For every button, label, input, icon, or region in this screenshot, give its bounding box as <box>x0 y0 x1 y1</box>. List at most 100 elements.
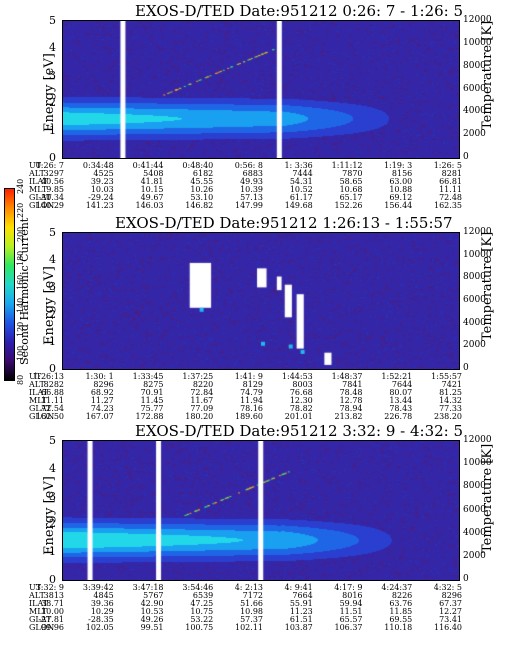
row-label: MLT <box>29 607 48 616</box>
row-label: ILAT <box>29 599 49 608</box>
row-label: MLT <box>29 396 48 405</box>
spectrogram-image <box>63 441 459 580</box>
y-tick-label: 4 <box>49 461 56 475</box>
row-label: GLAT <box>29 615 52 624</box>
table-cell: 51.66 <box>240 599 263 608</box>
table-cell: 10.52 <box>289 185 313 194</box>
y2-tick-label: 10000 <box>463 249 492 260</box>
table-cell: 39.23 <box>90 177 114 186</box>
table-cell: 146.82 <box>185 201 214 210</box>
table-cell: 58.65 <box>339 177 363 186</box>
spectrogram-image <box>63 21 459 158</box>
chart-title: EXOS-D/TED Date:951212 1:26:13 - 1:55:57 <box>115 214 453 232</box>
y-tick-label: 5 <box>49 14 56 27</box>
table-cell: 0:48:40 <box>182 161 214 170</box>
table-cell: 102.11 <box>235 623 263 632</box>
y-tick-label: 4 <box>49 41 56 55</box>
table-cell: 39.36 <box>90 599 114 608</box>
colorbar-tick: 160 <box>16 274 25 290</box>
y2-tick-label: 2000 <box>463 129 486 140</box>
row-label: UT <box>29 583 42 592</box>
table-cell: 77.09 <box>190 404 214 413</box>
table-cell: 6539 <box>192 591 214 600</box>
table-cell: 72.48 <box>439 193 462 202</box>
table-cell: 11.85 <box>389 607 413 616</box>
table-cell: 4525 <box>93 169 114 178</box>
y-axis-label: Energy [eV] <box>42 53 57 132</box>
table-cell: 63.00 <box>389 177 413 186</box>
table-cell: 8129 <box>242 380 263 389</box>
table-cell: 74.23 <box>90 404 114 413</box>
y-tick-label: 1 <box>49 123 56 137</box>
table-cell: 4:32: 5 <box>433 583 462 592</box>
table-cell: 162.35 <box>434 201 462 210</box>
table-cell: 3:32: 9 <box>35 583 64 592</box>
table-cell: 1:41: 9 <box>234 372 263 381</box>
spectrogram-plot[interactable] <box>62 232 460 370</box>
table-cell: 10.26 <box>190 185 214 194</box>
spectrogram-plot[interactable] <box>62 20 460 159</box>
table-cell: 8296 <box>93 380 114 389</box>
chart-title: EXOS-D/TED Date:951212 3:32: 9 - 4:32: 5 <box>135 422 464 440</box>
orbit-table: UT 0:26: 7 0:34:48 0:41:44 0:48:40 0:56: 8 1: … <box>29 162 489 212</box>
table-cell: 3:47:18 <box>132 583 164 592</box>
table-cell: 81.25 <box>439 388 462 397</box>
table-cell: 7841 <box>342 380 363 389</box>
row-label: UT <box>29 161 42 170</box>
table-cell: 99.96 <box>41 623 64 632</box>
table-cell: 65.57 <box>339 615 363 624</box>
table-cell: 1:19: 3 <box>383 161 413 170</box>
table-cell: 226.78 <box>384 412 413 421</box>
table-cell: 49.26 <box>140 615 164 624</box>
y2-tick-label: 12000 <box>463 227 492 237</box>
table-cell: 57.37 <box>240 615 263 624</box>
colorbar-tick: 200 <box>16 226 25 242</box>
table-cell: 1:26:13 <box>33 372 64 381</box>
table-cell: 55.91 <box>289 599 313 608</box>
y-tick-label: 5 <box>49 226 56 239</box>
table-cell: 8003 <box>292 380 313 389</box>
table-cell: 5767 <box>143 591 164 600</box>
table-cell: 12.27 <box>439 607 462 616</box>
y-tick-label: 3 <box>49 280 56 294</box>
row-label: UT <box>29 372 42 381</box>
table-cell: 72.84 <box>190 388 214 397</box>
table-cell: 1:48:37 <box>331 372 363 381</box>
y-axis-label: Energy [eV] <box>42 266 57 345</box>
spectrogram-plot[interactable] <box>62 440 460 581</box>
y2-tick-label: 2000 <box>463 550 486 561</box>
table-cell: 14.32 <box>439 396 462 405</box>
table-cell: 10.98 <box>240 607 263 616</box>
table-cell: 3:54:46 <box>182 583 214 592</box>
table-cell: 10.03 <box>90 185 114 194</box>
table-cell: 47.25 <box>190 599 214 608</box>
table-cell: 11.23 <box>289 607 313 616</box>
table-cell: 167.07 <box>85 412 114 421</box>
row-label: ALT <box>29 380 45 389</box>
y-tick-label: 0 <box>49 151 56 164</box>
table-cell: 10.00 <box>41 607 64 616</box>
table-cell: 53.22 <box>190 615 214 624</box>
y2-tick-label: 6000 <box>463 295 486 305</box>
table-cell: 100.75 <box>185 623 214 632</box>
table-cell: 110.18 <box>384 623 413 632</box>
table-cell: 7644 <box>391 380 413 389</box>
table-cell: 99.51 <box>140 623 164 632</box>
table-cell: -29.24 <box>88 193 114 202</box>
y2-tick-label: 2000 <box>463 340 486 351</box>
colorbar-tick: 240 <box>16 178 25 194</box>
table-cell: 73.41 <box>439 615 462 624</box>
table-cell: 8016 <box>342 591 363 600</box>
table-cell: 3813 <box>43 591 64 600</box>
colorbar-tick: 80 <box>16 374 25 385</box>
table-cell: 66.88 <box>41 388 64 397</box>
table-cell: 53.10 <box>190 193 214 202</box>
table-cell: 74.79 <box>240 388 263 397</box>
table-cell: 7444 <box>292 169 313 178</box>
table-cell: 1:30: 1 <box>85 372 114 381</box>
y2-tick-label: 12000 <box>463 15 492 25</box>
table-cell: 0:26: 7 <box>35 161 64 170</box>
row-label: GLON <box>29 201 55 210</box>
table-cell: 65.17 <box>339 193 363 202</box>
table-cell: 1:44:53 <box>281 372 313 381</box>
